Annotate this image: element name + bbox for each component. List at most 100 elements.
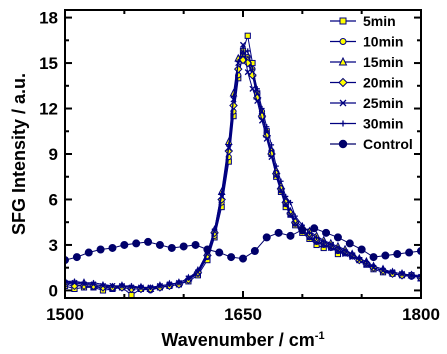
y-axis-label: SFG Intensity / a.u. [9, 73, 29, 235]
data-point-x [244, 69, 251, 76]
data-point-plus [128, 283, 135, 289]
x-tick-label: 1500 [46, 305, 84, 324]
data-point-dot [215, 248, 224, 257]
tick-labels: 1500 1650 1800 0 3 6 9 12 15 18 [39, 9, 440, 324]
data-point-dot [155, 240, 164, 249]
data-point-diamond [229, 101, 238, 110]
data-point-diamond [338, 77, 348, 88]
data-point-plus [283, 193, 289, 200]
x-tick-label: 1650 [224, 305, 262, 324]
data-point-dot [338, 139, 348, 149]
data-point-x [287, 211, 294, 218]
legend-label: 15min [363, 54, 403, 70]
data-point-x [258, 117, 266, 124]
data-point-dot [369, 253, 378, 262]
y-tick-label: 9 [49, 145, 58, 164]
data-point-plus [100, 281, 106, 287]
data-point-dot [144, 237, 153, 246]
plot-frame [64, 9, 422, 299]
data-point-plus [313, 234, 320, 240]
data-point-dot [381, 251, 390, 260]
data-point-dot [333, 233, 342, 242]
data-point-plus [235, 58, 241, 65]
y-tick-label: 15 [39, 54, 58, 73]
data-point-plus [195, 268, 201, 274]
series-control [65, 224, 421, 265]
data-point-plus [292, 213, 298, 219]
data-point-dot [250, 247, 259, 256]
data-point-circle [339, 38, 347, 45]
legend-label: 10min [363, 34, 403, 50]
x-tick-label: 1800 [402, 305, 440, 324]
data-point-plus [90, 280, 97, 286]
data-point-plus [240, 51, 246, 57]
data-point-dot [227, 253, 236, 262]
data-point-plus [230, 93, 237, 99]
data-point-dot [203, 245, 212, 254]
data-point-x [263, 135, 270, 142]
data-point-dot [262, 233, 271, 242]
data-point-plus [335, 245, 341, 251]
data-point-dot [310, 224, 319, 233]
data-point-plus [370, 263, 377, 269]
data-point-dot [179, 242, 188, 251]
data-point-plus [157, 283, 163, 289]
data-point-dot [191, 240, 200, 249]
data-point-plus [219, 190, 225, 197]
data-point-dot [286, 231, 295, 240]
data-point-plus [268, 142, 275, 148]
data-point-plus [245, 48, 251, 54]
x-axis-label: Wavenumber / cm-1 [161, 330, 324, 350]
data-point-diamond [233, 64, 243, 74]
data-point-plus [185, 275, 192, 281]
data-point-x [249, 85, 256, 92]
y-tick-label: 0 [49, 281, 58, 300]
data-point-plus [408, 272, 415, 278]
y-tick-label: 6 [49, 190, 58, 209]
data-point-x [218, 193, 225, 200]
data-point-plus [363, 259, 370, 265]
data-point-x [341, 250, 349, 258]
data-point-plus [254, 86, 260, 92]
data-point-dot [393, 250, 402, 259]
legend-label: Control [363, 136, 413, 152]
data-point-plus [340, 120, 346, 127]
data-point-plus [138, 284, 144, 290]
data-point-diamond [203, 251, 212, 260]
data-point-dot [239, 254, 247, 263]
data-point-x [327, 244, 334, 252]
data-point-x [254, 97, 261, 105]
data-point-plus [176, 280, 182, 286]
data-point-x [273, 172, 280, 179]
legend: 5min 10min 15min 20min 25min 30min Control [330, 13, 413, 152]
data-point-plus [119, 283, 125, 289]
data-point-dot [120, 240, 129, 249]
data-point-plus [399, 271, 405, 277]
data-point-plus [259, 105, 265, 112]
data-point-x [334, 247, 341, 255]
y-tick-label: 18 [39, 9, 58, 28]
x-axis-label-main: Wavenumber / cm [161, 330, 314, 350]
data-point-plus [249, 66, 256, 72]
series-layer [65, 32, 421, 298]
data-point-plus [306, 230, 313, 236]
data-point-dot [322, 228, 331, 237]
legend-label: 5min [363, 13, 396, 29]
data-point-x [277, 187, 285, 194]
y-tick-label: 12 [39, 100, 58, 119]
data-point-dot [357, 245, 366, 254]
data-point-plus [81, 280, 87, 286]
legend-label: 20min [363, 75, 403, 91]
data-point-square [339, 17, 347, 25]
data-point-plus [321, 239, 327, 245]
data-point-plus [226, 142, 232, 148]
data-point-plus [380, 266, 386, 272]
data-point-x [292, 220, 299, 227]
data-point-dot [108, 243, 117, 252]
data-point-plus [418, 272, 421, 278]
data-point-x [320, 241, 327, 249]
data-point-x [239, 41, 247, 48]
data-point-plus [328, 242, 334, 248]
data-point-dot [298, 225, 307, 234]
